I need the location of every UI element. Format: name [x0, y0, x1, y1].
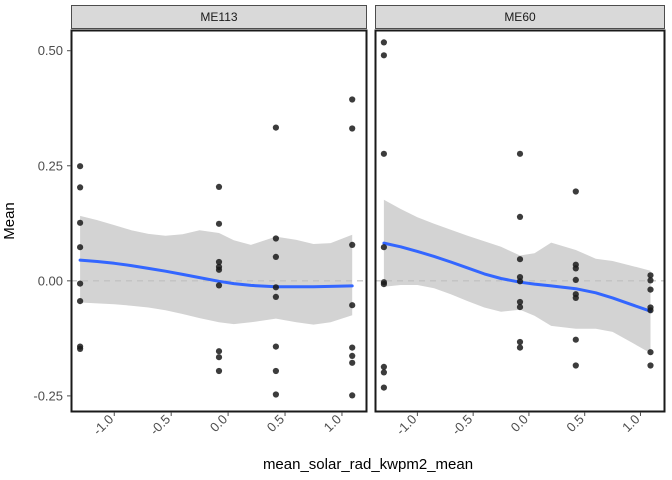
data-point	[272, 284, 279, 291]
data-point	[380, 150, 387, 157]
data-point	[349, 125, 356, 132]
data-point	[647, 286, 654, 293]
data-point	[516, 256, 524, 263]
data-point	[380, 369, 387, 376]
smooth-trend-line	[78, 258, 354, 289]
data-point	[272, 124, 279, 131]
data-point	[349, 359, 356, 366]
data-point	[516, 278, 524, 285]
data-point	[349, 392, 356, 399]
panel-border	[374, 29, 666, 413]
data-point	[272, 391, 279, 398]
y-axis-tick-label: 0.50	[38, 43, 63, 58]
data-point	[516, 298, 524, 306]
x-axis-tick-label: 0.5	[563, 412, 586, 435]
data-point	[215, 183, 223, 190]
data-point	[380, 384, 387, 391]
data-point	[380, 281, 387, 288]
data-point	[380, 39, 387, 46]
data-point	[215, 220, 223, 227]
data-point	[516, 213, 524, 220]
x-axis-tick-label: -1.0	[90, 412, 116, 438]
y-axis-title: Mean	[1, 202, 18, 240]
panel-contents	[71, 96, 367, 399]
data-point	[272, 343, 279, 350]
data-point	[349, 352, 356, 359]
data-point	[215, 348, 223, 355]
x-axis-tick-label: 0.5	[264, 412, 287, 435]
data-point	[349, 302, 356, 309]
data-point	[77, 298, 84, 305]
data-point	[77, 345, 84, 352]
data-point	[215, 266, 223, 273]
x-axis-tick-label: -1.0	[393, 412, 419, 438]
data-point	[647, 362, 654, 369]
data-point	[647, 277, 654, 284]
facet-strip-border	[71, 5, 367, 29]
data-point	[215, 354, 223, 361]
data-point	[215, 258, 223, 266]
data-point	[516, 344, 524, 351]
facet-panel-me113: ME113 -1.0 -0.5 0.0 0.5 1.0	[70, 5, 368, 438]
data-point	[77, 163, 84, 170]
facet-strip-label: ME113	[200, 10, 237, 24]
x-axis-tick-label: 0.0	[207, 412, 230, 435]
data-point	[380, 363, 387, 370]
data-point	[572, 276, 579, 283]
data-point	[349, 96, 356, 103]
data-point	[77, 219, 84, 226]
data-point	[647, 272, 654, 279]
data-point	[272, 253, 279, 260]
x-axis-tick-label: 1.0	[619, 412, 642, 435]
data-point	[516, 150, 524, 157]
panel-contents	[375, 39, 665, 391]
data-point	[349, 344, 356, 351]
data-point	[272, 235, 279, 242]
data-point	[380, 52, 387, 59]
x-axis-tick-label: -0.5	[147, 412, 173, 438]
x-axis-tick-label: 0.0	[508, 412, 531, 435]
data-point	[215, 367, 223, 375]
y-axis-tick-label: -0.25	[33, 388, 63, 403]
data-point	[516, 304, 524, 311]
data-point	[380, 244, 387, 251]
x-axis-tick-label: -0.5	[449, 412, 475, 438]
panel-border	[70, 29, 368, 413]
facet-strip-border	[375, 5, 665, 29]
data-point	[272, 293, 279, 300]
data-point	[77, 184, 84, 191]
facet-strip-label: ME60	[504, 10, 536, 24]
x-axis-tick-label: 1.0	[321, 412, 344, 435]
y-axis-tick-label: 0.25	[38, 158, 63, 173]
data-point	[572, 362, 579, 369]
data-point	[647, 307, 654, 314]
data-point	[516, 338, 524, 346]
data-point	[77, 280, 84, 287]
facet-strip-background	[71, 5, 367, 29]
data-point	[349, 241, 356, 248]
smooth-trend-line	[382, 241, 652, 313]
data-point	[572, 294, 579, 301]
data-point	[572, 336, 579, 343]
data-point	[272, 367, 279, 375]
data-point	[572, 188, 579, 195]
x-axis-title: mean_solar_rad_kwpm2_mean	[263, 456, 473, 473]
data-point	[572, 265, 579, 272]
facet-strip-background	[375, 5, 665, 29]
data-point	[215, 282, 223, 289]
y-axis-tick-label: 0.00	[38, 273, 63, 288]
data-point	[647, 349, 654, 356]
data-point	[77, 244, 84, 251]
facet-panel-me60: ME60 -1.0 -0.5 0.0 0.5 1.0	[374, 5, 666, 438]
